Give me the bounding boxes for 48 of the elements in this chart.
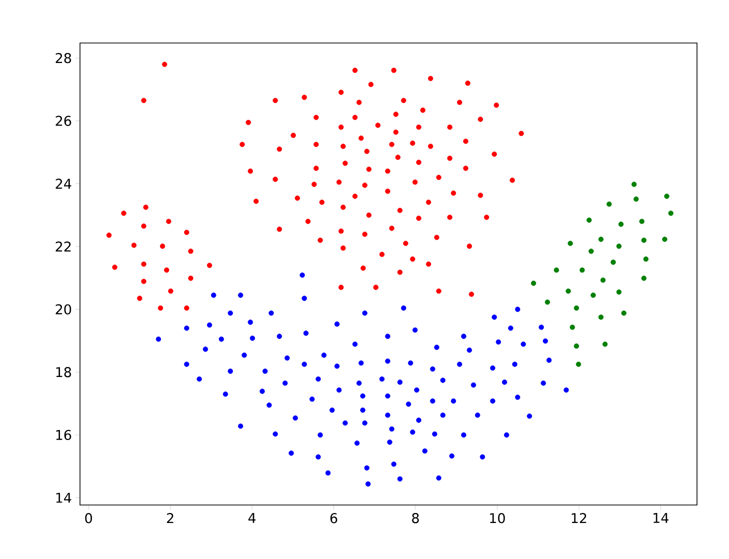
- point: [554, 267, 560, 273]
- point: [643, 256, 649, 262]
- point: [544, 300, 550, 305]
- point: [590, 292, 596, 298]
- point: [574, 343, 580, 349]
- y-tick-label: 16: [56, 430, 72, 440]
- point: [580, 267, 585, 273]
- y-tick-label: 18: [56, 367, 72, 378]
- point: [610, 260, 616, 265]
- point: [639, 218, 644, 224]
- point: [598, 314, 604, 320]
- x-tick-label: 2: [167, 513, 174, 524]
- point: [570, 324, 575, 330]
- point: [664, 194, 670, 199]
- point: [530, 280, 536, 286]
- point: [662, 236, 668, 242]
- point: [606, 202, 612, 207]
- point: [602, 342, 608, 347]
- point: [641, 238, 646, 243]
- point: [598, 236, 604, 242]
- point: [616, 289, 622, 295]
- y-tick-label: 20: [56, 304, 72, 314]
- y-tick-label: 22: [56, 241, 71, 252]
- x-tick-label: 4: [248, 513, 256, 523]
- point: [618, 222, 624, 227]
- x-tick-label: 0: [85, 513, 92, 524]
- point: [576, 362, 582, 367]
- y-tick-label: 26: [56, 116, 72, 126]
- y-tick-label: 14: [56, 492, 72, 503]
- point: [668, 210, 674, 216]
- point: [616, 244, 622, 249]
- x-tick-label: 8: [412, 513, 419, 524]
- point: [634, 196, 639, 202]
- x-tick-label: 12: [572, 513, 586, 524]
- point: [574, 305, 580, 311]
- x-tick-label: 6: [330, 513, 338, 524]
- point: [568, 240, 573, 246]
- point: [586, 218, 592, 223]
- point: [600, 278, 606, 283]
- point: [641, 276, 646, 281]
- y-tick-label: 24: [56, 178, 72, 189]
- point: [588, 248, 594, 254]
- point: [631, 182, 637, 187]
- x-tick-label: 10: [490, 513, 505, 524]
- x-tick-label: 14: [654, 513, 668, 523]
- y-tick-label: 28: [56, 52, 72, 64]
- point: [566, 288, 571, 294]
- point: [621, 310, 626, 316]
